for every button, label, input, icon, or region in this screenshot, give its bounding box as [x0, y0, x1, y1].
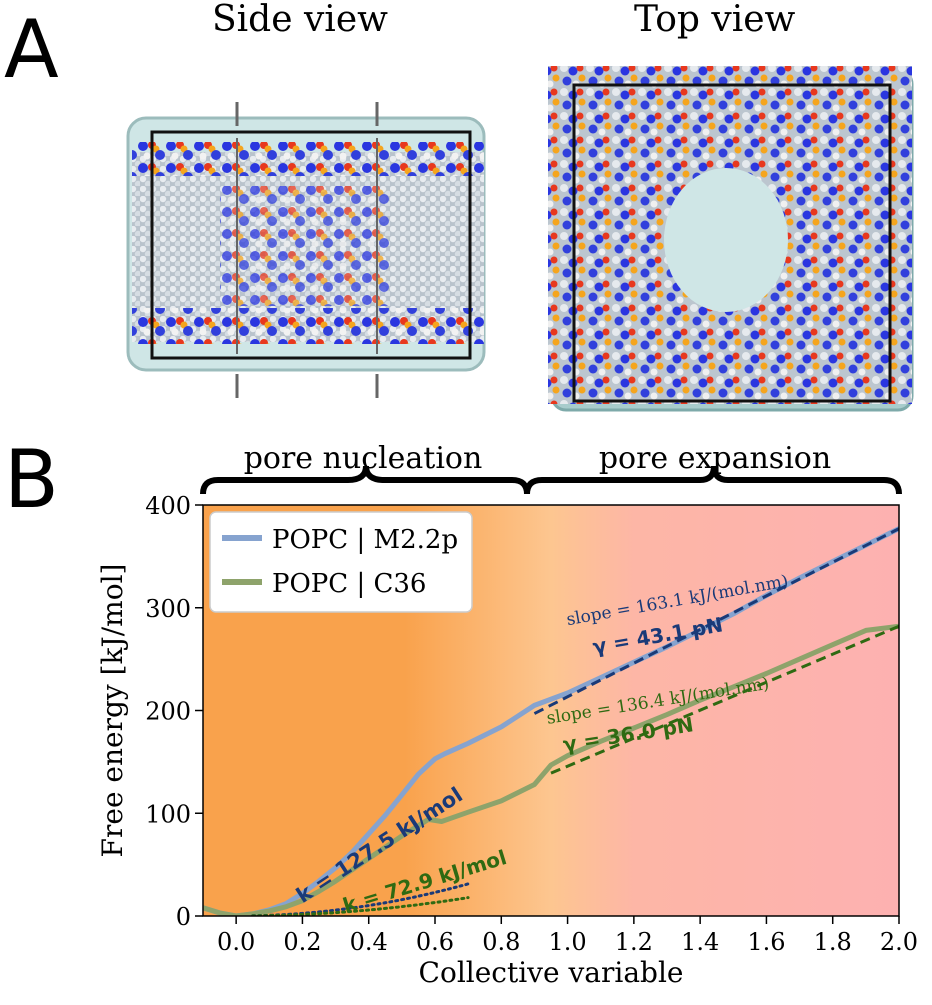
x-tick-label: 0.8 — [482, 928, 520, 956]
x-tick-label: 1.0 — [548, 928, 586, 956]
series-line-c36 — [203, 623, 899, 916]
x-tick-label: 0.6 — [416, 928, 454, 956]
free-energy-chart: pore nucleation pore expansion 0.0 0.2 0.4… — [96, 441, 918, 989]
x-tick-label: 0.2 — [283, 928, 321, 956]
top-view-image — [548, 66, 914, 412]
legend: POPC | M2.2p POPC | C36 — [209, 511, 473, 613]
x-tick-label: 1.8 — [814, 928, 852, 956]
side-view-image — [126, 102, 486, 398]
legend-label-m22p: POPC | M2.2p — [272, 525, 458, 555]
plot-frame — [202, 504, 900, 917]
linear-fit-2 — [533, 527, 899, 715]
y-tick-label: 400 — [145, 492, 191, 520]
x-axis-label: Collective variable — [419, 956, 684, 989]
x-tick-label: 0.4 — [350, 928, 388, 956]
region-nucleation-label: pore nucleation — [244, 441, 483, 476]
legend-label-c36: POPC | C36 — [272, 569, 426, 599]
top-view-title: Top view — [634, 0, 796, 40]
x-tick-label: 2.0 — [880, 928, 918, 956]
quadratic-fit-1 — [251, 896, 470, 916]
panel-a-letter: A — [4, 3, 59, 96]
region-expansion-label: pore expansion — [599, 441, 831, 476]
x-tick-label: 0.0 — [217, 928, 255, 956]
y-axis-label: Free energy [kJ/mol] — [96, 564, 129, 858]
nucleation-brace — [200, 465, 530, 495]
y-tick-label: 0 — [176, 903, 191, 931]
x-tick-label: 1.6 — [747, 928, 785, 956]
y-tick-label: 300 — [145, 595, 191, 623]
expansion-brace — [524, 465, 902, 495]
y-tick-label: 100 — [145, 800, 191, 828]
side-view-title: Side view — [212, 0, 388, 40]
x-tick-label: 1.2 — [615, 928, 653, 956]
x-tick-label: 1.4 — [681, 928, 719, 956]
panel-b-letter: B — [4, 433, 59, 526]
y-tick-label: 200 — [145, 698, 191, 726]
